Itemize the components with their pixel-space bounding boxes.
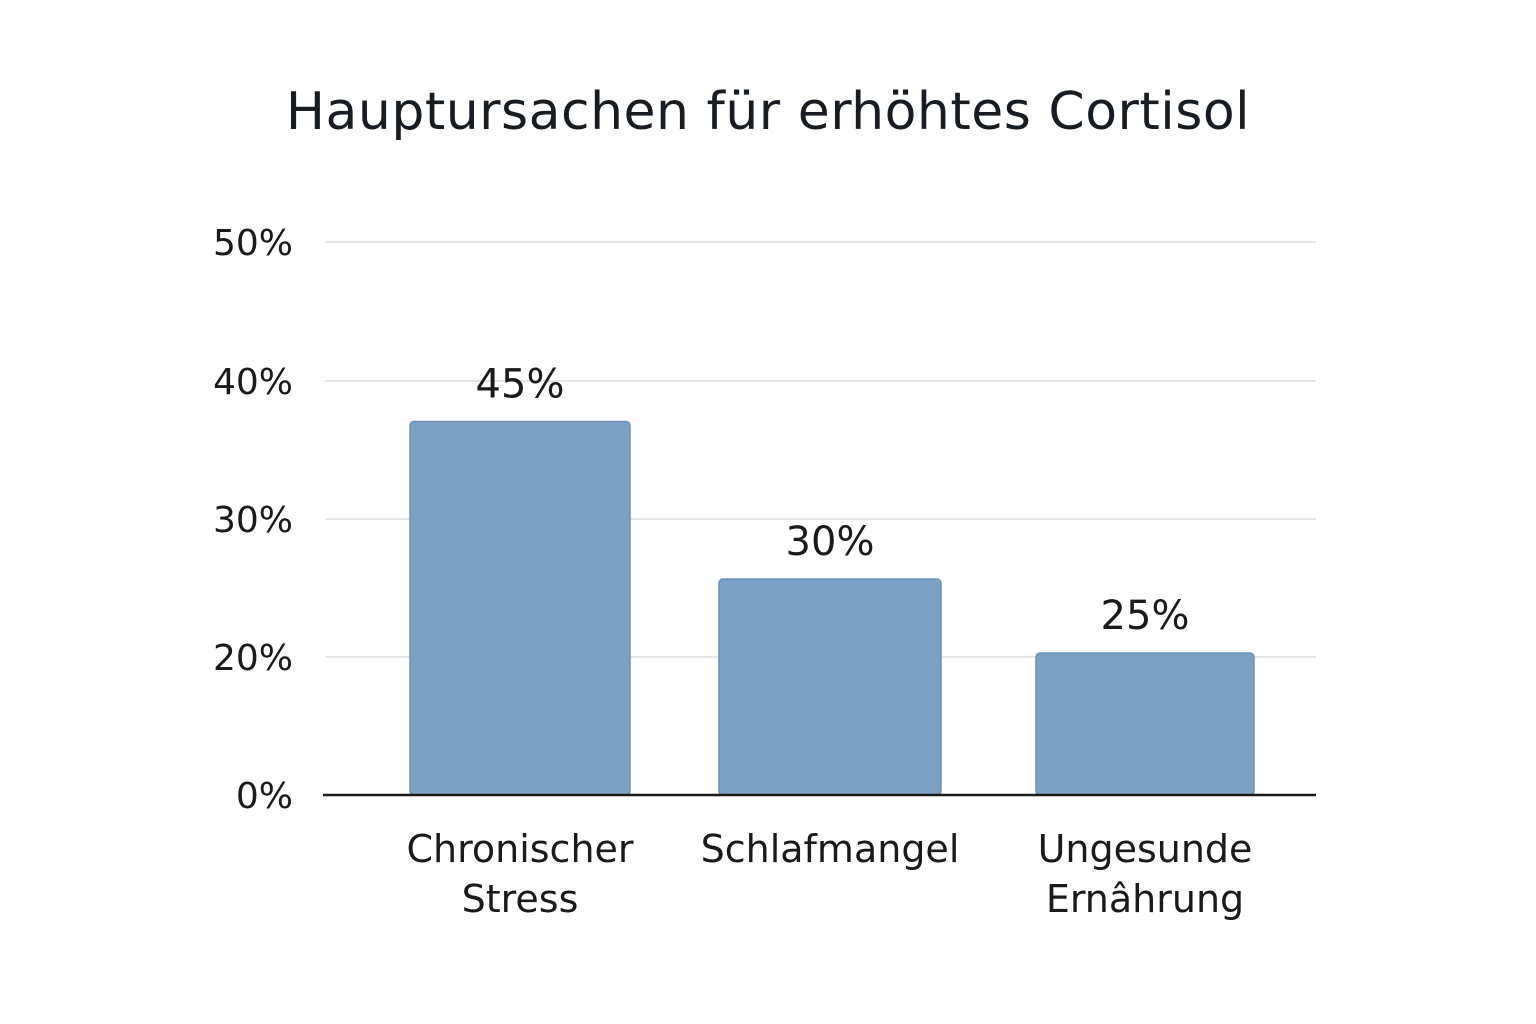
y-tick-label: 50% [213,223,293,264]
bar [718,578,942,796]
bar [1035,652,1255,796]
bar-value-label: 25% [1101,593,1190,639]
x-tick-label: Chronischer [406,827,633,871]
x-tick-label: Ernâhrung [1046,877,1244,921]
y-tick-label: 40% [213,362,293,403]
x-tick-label: Stress [462,877,579,921]
x-tick-label: Ungesunde [1038,827,1253,871]
x-tick-label: Schlafmangel [701,827,960,871]
y-axis-ticks: 0% 20% 30% 40% 50% [213,223,293,817]
bar [409,420,631,796]
chart-title: Hauptursachen für erhöhtes Cortisol [285,82,1251,142]
value-labels: 45% 30% 25% [476,362,1190,640]
bar-value-label: 30% [786,519,875,565]
y-tick-label: 20% [213,638,293,679]
y-tick-label: 30% [213,500,293,541]
bars [409,420,1255,796]
y-tick-label: 0% [236,776,293,817]
category-labels: Chronischer Stress Schlafmangel Ungesunde Er… [406,827,1252,921]
bar-value-label: 45% [476,362,565,408]
